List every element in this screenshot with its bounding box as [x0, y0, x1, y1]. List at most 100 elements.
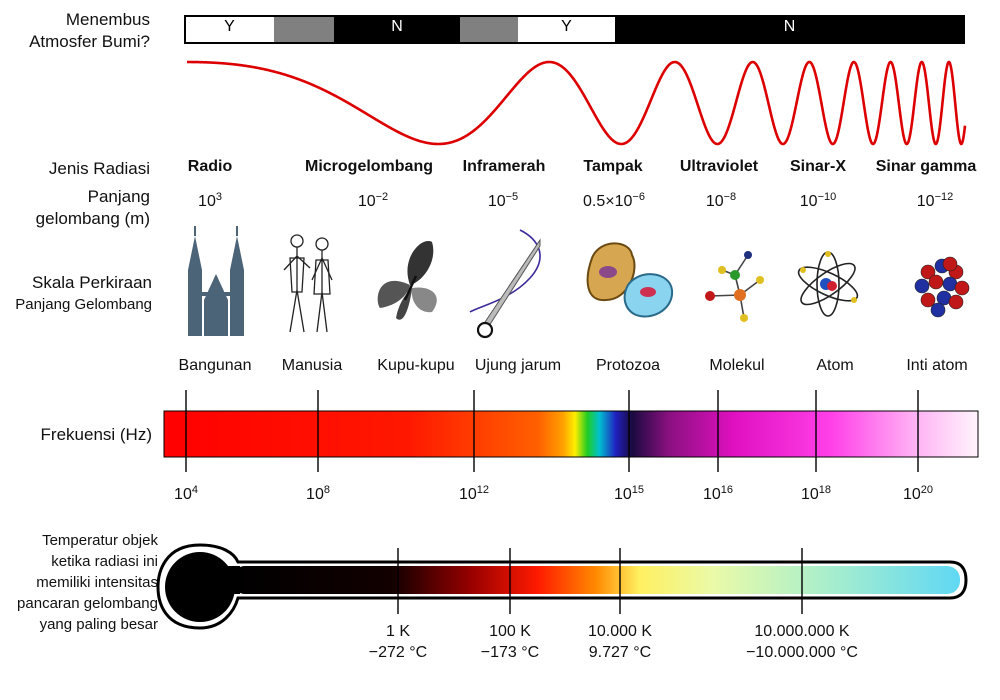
wavelength-row-label: Panjang gelombang (m): [10, 186, 150, 230]
power-exponent: 12: [476, 484, 490, 496]
power-base: 10: [357, 193, 376, 210]
radiation-row-label: Jenis Radiasi: [48, 159, 150, 178]
power-base: 10: [916, 193, 935, 210]
atmosphere-segment-no: [334, 16, 460, 43]
temperature-label-line: pancaran gelombang: [17, 595, 158, 612]
frequency-label: 1012: [458, 484, 490, 504]
temperature-celsius: −10.000.000 °C: [746, 644, 858, 661]
scale-label-line2: Panjang Gelombang: [15, 296, 152, 313]
power-exponent: 4: [191, 484, 198, 496]
atmosphere-segment-label: N: [391, 18, 403, 35]
power-base: 10: [174, 486, 192, 503]
power-exponent: 3: [215, 191, 222, 203]
thermometer: [156, 543, 968, 630]
atmosphere-segment-label: Y: [224, 18, 235, 35]
atmosphere-segment-no: [615, 16, 964, 43]
power-base: 10: [458, 486, 477, 503]
protozoa-icon: [586, 242, 674, 318]
power-base: 0.5×10: [583, 193, 633, 210]
humans-icon: [283, 234, 333, 333]
atmosphere-segment-yes: [518, 16, 615, 43]
power-base: 10: [306, 486, 324, 503]
scale-label-line1: Skala Perkiraan: [31, 273, 152, 292]
atmosphere-bar: [184, 15, 965, 44]
wavelength-value: 10−5: [487, 191, 519, 211]
power-base: 10: [902, 486, 921, 503]
nucleus-icon: [914, 256, 970, 318]
power-exponent: 15: [631, 484, 645, 496]
wavelength-value: 10−2: [357, 191, 389, 211]
power-exponent: −5: [505, 191, 519, 203]
scale-label: Manusia: [281, 357, 343, 374]
temperature-label-line: ketika radiasi ini: [51, 553, 158, 570]
frequency-label: 1020: [902, 484, 934, 504]
frequency-gradient-bar: [163, 410, 979, 458]
wavelength-value: 103: [198, 191, 222, 211]
power-exponent: 16: [720, 484, 734, 496]
atmosphere-label-line2: Atmosfer Bumi?: [29, 32, 150, 51]
power-exponent: −2: [375, 191, 389, 203]
frequency-label: 1018: [800, 484, 832, 504]
frequency-label: 1016: [702, 484, 734, 504]
power-base: 10: [702, 486, 721, 503]
radiation-type: Sinar-X: [789, 158, 847, 175]
radiation-type: Radio: [187, 158, 233, 175]
power-exponent: −10: [817, 191, 837, 203]
scale-row-label: Skala Perkiraan Panjang Gelombang: [0, 272, 152, 316]
atmosphere-segment-label: N: [783, 18, 796, 35]
temperature-kelvin: 1 K: [385, 623, 411, 640]
power-base: 10: [799, 193, 818, 210]
atmosphere-label-line1: Menembus: [65, 10, 150, 29]
frequency-ticks: [185, 390, 919, 472]
scale-label: Atom: [816, 357, 854, 374]
temperature-celsius: 9.727 °C: [588, 644, 652, 661]
atmosphere-segment-yes: [185, 16, 274, 43]
power-base: 10: [198, 193, 216, 210]
scale-label: Bangunan: [178, 357, 252, 374]
radiation-type: Microgelombang: [304, 158, 434, 175]
temperature-celsius: −173 °C: [480, 644, 540, 661]
power-base: 10: [613, 486, 632, 503]
frequency-row-label: Frekuensi (Hz): [40, 425, 152, 444]
atmosphere-label: Menembus Atmosfer Bumi?: [20, 9, 150, 53]
needle-icon: [469, 229, 541, 339]
molecule-icon: [705, 251, 764, 322]
frequency-label: 1015: [613, 484, 645, 504]
power-base: 10: [487, 193, 506, 210]
atmosphere-segment-partial: [274, 16, 334, 43]
atmosphere-segment-partial: [460, 16, 518, 43]
scale-label: Molekul: [709, 357, 765, 374]
atmosphere-segment-label: Y: [561, 18, 572, 35]
temperature-ticks: [397, 548, 803, 614]
power-exponent: −8: [723, 191, 737, 203]
scale-label: Kupu-kupu: [377, 357, 455, 374]
power-exponent: −6: [632, 191, 645, 203]
wavelength-value: 10−12: [916, 191, 953, 211]
wavelength-label-line2: gelombang (m): [35, 209, 150, 228]
wavelength-value: 10−8: [705, 191, 737, 211]
radiation-type: Ultraviolet: [679, 158, 759, 175]
buildings-icon: [188, 226, 244, 336]
temperature-label-line: memiliki intensitas: [36, 574, 158, 591]
scale-label: Protozoa: [595, 357, 661, 374]
power-base: 10: [800, 486, 819, 503]
butterfly-icon: [377, 241, 437, 320]
temperature-kelvin: 100 K: [489, 623, 531, 640]
scale-label: Ujung jarum: [474, 357, 562, 374]
power-exponent: 20: [920, 484, 934, 496]
power-exponent: 18: [818, 484, 832, 496]
temperature-kelvin: 10.000 K: [587, 623, 653, 640]
wavelength-value: 0.5×10−6: [583, 191, 645, 211]
scale-label: Inti atom: [906, 357, 968, 374]
temperature-row-label: Temperatur objek ketika radiasi ini memili…: [0, 530, 158, 635]
wavelength-value: 10−10: [799, 191, 837, 211]
wavelength-label-line1: Panjang: [87, 187, 150, 206]
frequency-label: 104: [174, 484, 198, 504]
power-base: 10: [705, 193, 724, 210]
radiation-type: Sinar gamma: [875, 158, 977, 175]
radiation-type: Tampak: [583, 158, 643, 175]
temperature-celsius: −272 °C: [368, 644, 428, 661]
power-exponent: 8: [323, 484, 330, 496]
